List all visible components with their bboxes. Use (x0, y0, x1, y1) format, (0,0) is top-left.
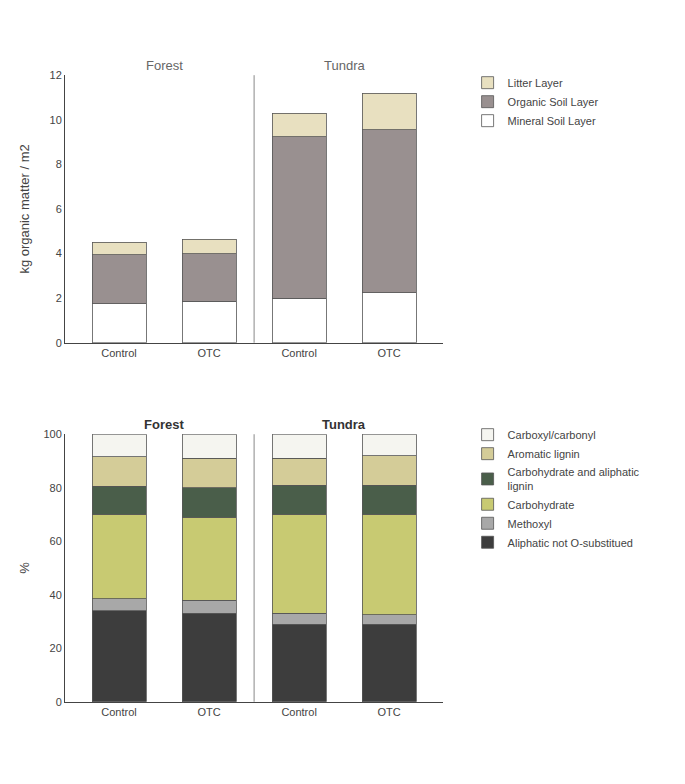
svg-text:12: 12 (50, 69, 62, 81)
svg-text:Mineral Soil Layer: Mineral Soil Layer (508, 115, 596, 127)
svg-text:0: 0 (56, 696, 62, 708)
svg-text:OTC: OTC (378, 706, 401, 718)
svg-text:Control: Control (101, 706, 136, 718)
svg-text:kg organic matter / m2: kg organic matter / m2 (17, 144, 32, 273)
svg-text:2: 2 (56, 292, 62, 304)
svg-text:Carbohydrate and aliphaticlign: Carbohydrate and aliphaticlignin (508, 466, 640, 492)
svg-text:80: 80 (50, 482, 62, 494)
svg-text:60: 60 (50, 535, 62, 547)
svg-text:4: 4 (56, 247, 62, 259)
svg-text:%: % (17, 562, 32, 574)
svg-text:Methoxyl: Methoxyl (508, 518, 552, 530)
svg-text:8: 8 (56, 158, 62, 170)
svg-text:Control: Control (281, 347, 316, 359)
svg-text:100: 100 (43, 428, 61, 440)
svg-text:40: 40 (50, 589, 62, 601)
svg-text:Organic Soil Layer: Organic Soil Layer (508, 96, 599, 108)
svg-text:OTC: OTC (197, 706, 220, 718)
svg-text:Litter Layer: Litter Layer (508, 77, 563, 89)
svg-text:6: 6 (56, 203, 62, 215)
svg-text:Tundra: Tundra (322, 417, 366, 432)
svg-text:OTC: OTC (197, 347, 220, 359)
svg-text:OTC: OTC (378, 347, 401, 359)
svg-text:Forest: Forest (146, 58, 183, 73)
svg-text:0: 0 (56, 337, 62, 349)
svg-text:Aliphatic not O-substitued: Aliphatic not O-substitued (508, 537, 633, 549)
svg-text:Tundra: Tundra (324, 58, 365, 73)
svg-text:Control: Control (281, 706, 316, 718)
svg-text:Control: Control (101, 347, 136, 359)
svg-text:20: 20 (50, 642, 62, 654)
svg-text:Carboxyl/carbonyl: Carboxyl/carbonyl (508, 429, 596, 441)
svg-text:10: 10 (50, 114, 62, 126)
svg-text:Carbohydrate: Carbohydrate (508, 499, 575, 511)
svg-text:Aromatic lignin: Aromatic lignin (508, 448, 580, 460)
svg-text:Forest: Forest (144, 417, 184, 432)
